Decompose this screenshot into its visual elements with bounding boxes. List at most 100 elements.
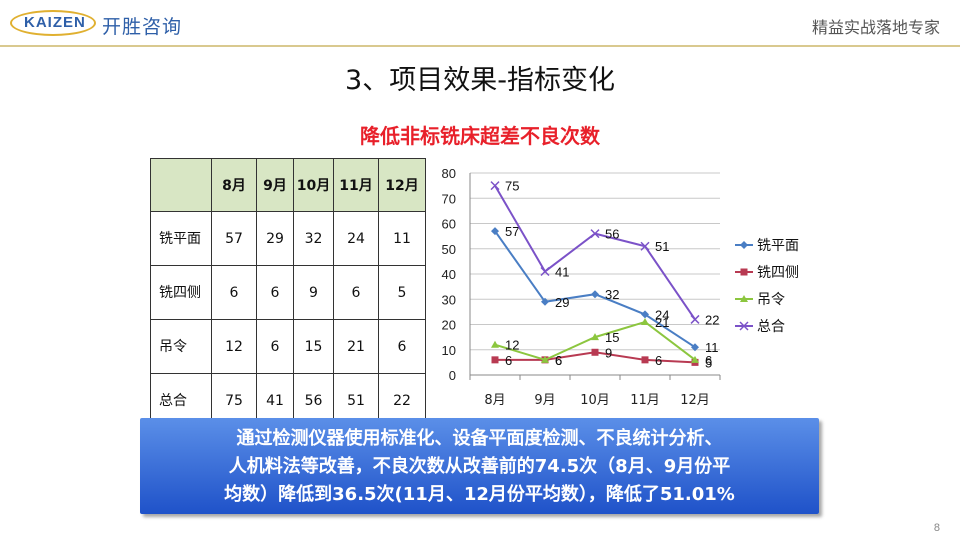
- header-divider: [0, 45, 960, 47]
- table-row-label: 吊令: [150, 319, 212, 374]
- page-title: 3、项目效果-指标变化: [345, 65, 615, 96]
- data-label: 12: [505, 338, 519, 353]
- x-tick-label: 8月: [484, 393, 505, 408]
- table-header-row: 8月 9月 10月 11月 12月: [150, 158, 426, 212]
- data-point: [640, 241, 650, 251]
- data-label: 24: [655, 307, 669, 322]
- y-tick-label: 60: [442, 217, 456, 232]
- y-tick-label: 70: [442, 191, 456, 206]
- y-tick-label: 80: [442, 166, 456, 181]
- data-label: 6: [655, 353, 662, 368]
- table-column-header: 10月: [293, 158, 334, 212]
- kaizen-logo: KAIZEN 开胜咨询: [10, 8, 200, 38]
- data-label: 51: [655, 239, 669, 254]
- table-column-header: 9月: [256, 158, 294, 212]
- table-row: 铣四侧 6 6 9 6 5: [150, 265, 426, 320]
- data-point-stroke: [739, 321, 749, 331]
- table-row: 吊令 12 6 15 21 6: [150, 319, 426, 374]
- table-cell: 29: [256, 211, 294, 266]
- table-cell: 5: [378, 265, 426, 320]
- data-point: [691, 343, 699, 352]
- table-cell: 12: [211, 319, 257, 374]
- data-label: 6: [555, 353, 562, 368]
- table-column-header: 8月: [211, 158, 257, 212]
- data-label: 11: [705, 340, 719, 355]
- table-cell: 32: [293, 211, 334, 266]
- y-tick-label: 20: [442, 318, 456, 333]
- data-label: 6: [705, 353, 712, 368]
- y-tick-label: 10: [442, 343, 456, 358]
- data-label: 32: [605, 287, 619, 302]
- x-tick-label: 9月: [534, 393, 555, 408]
- table-cell: 6: [211, 265, 257, 320]
- data-point-stroke: [590, 229, 600, 239]
- legend-label: 吊令: [757, 292, 785, 308]
- data-point: [591, 290, 599, 299]
- logo-ellipse: [10, 10, 96, 36]
- chart-title: 降低非标铣床超差不良次数: [360, 124, 600, 148]
- callout-line: 通过检测仪器使用标准化、设备平面度检测、不良统计分析、: [236, 428, 723, 449]
- table-row-label: 铣平面: [150, 211, 212, 266]
- data-point: [740, 295, 748, 302]
- data-point: [591, 348, 599, 356]
- y-tick-label: 30: [442, 292, 456, 307]
- data-point: [490, 181, 500, 191]
- table-row-label: 铣四侧: [150, 265, 212, 320]
- data-label: 57: [505, 224, 519, 239]
- data-point: [690, 314, 700, 324]
- table-cell: 9: [293, 265, 334, 320]
- table-column-header: 12月: [378, 158, 426, 212]
- data-point: [540, 266, 550, 277]
- legend-label: 总合: [757, 319, 785, 335]
- header-bar: [0, 0, 960, 46]
- data-label: 5: [705, 355, 712, 370]
- y-tick-label: 50: [442, 242, 456, 257]
- table-column-header: 11月: [333, 158, 379, 212]
- data-label: 21: [655, 315, 669, 330]
- data-point-stroke: [690, 314, 700, 324]
- table-cell: 57: [211, 211, 257, 266]
- logo-chinese-name: 开胜咨询: [102, 16, 183, 38]
- table-cell: 6: [256, 265, 294, 320]
- page-number: 8: [933, 522, 940, 534]
- data-point: [740, 268, 748, 276]
- table-cell: 11: [378, 211, 426, 266]
- data-point: [641, 356, 649, 364]
- table-row: 铣平面 57 29 32 24 11: [150, 211, 426, 266]
- data-point: [591, 333, 599, 341]
- data-point: [740, 241, 748, 249]
- callout-line: 均数）降低到36.5次(11月、12月份平均数），降低了51.01%: [224, 484, 735, 505]
- data-point: [691, 355, 699, 363]
- data-point: [491, 356, 499, 364]
- data-point-stroke: [490, 181, 500, 191]
- data-label: 9: [605, 345, 612, 360]
- data-label: 6: [555, 353, 562, 368]
- y-tick-label: 40: [442, 267, 456, 282]
- table-cell: 24: [333, 211, 379, 266]
- callout-line: 人机料法等改善，不良次数从改善前的74.5次（8月、9月份平: [228, 456, 731, 477]
- table-cell: 6: [256, 319, 294, 374]
- legend-label: 铣四侧: [757, 265, 799, 281]
- y-tick-label: 0: [449, 368, 456, 383]
- data-label: 41: [555, 264, 569, 279]
- company-tagline: 精益实战落地专家: [811, 18, 940, 37]
- data-table: 8月 9月 10月 11月 12月 铣平面 57 29 32 24 11 铣四侧…: [150, 158, 426, 428]
- x-tick-label: 12月: [680, 393, 710, 408]
- x-tick-label: 11月: [630, 393, 660, 408]
- table-cell: 6: [333, 265, 379, 320]
- data-label: 15: [605, 330, 619, 345]
- data-label: 56: [605, 227, 619, 242]
- x-tick-label: 10月: [580, 393, 610, 408]
- legend-label: 铣平面: [757, 238, 799, 254]
- table-cell: 6: [378, 319, 426, 374]
- data-point: [739, 321, 749, 331]
- data-label: 29: [555, 295, 569, 310]
- table-corner-cell: [150, 158, 212, 212]
- line-chart: 0 10 20 30 40 50 60 70 80 8月 9月 10月 11月 12月 57 29 32 24 11…: [442, 166, 799, 408]
- logo-text: KAIZEN: [24, 14, 86, 31]
- data-label: 75: [505, 179, 519, 194]
- summary-callout: 通过检测仪器使用标准化、设备平面度检测、不良统计分析、 人机料法等改善，不良次数…: [140, 418, 819, 514]
- data-label: 22: [705, 312, 719, 327]
- data-point-stroke: [640, 241, 650, 251]
- data-point: [541, 297, 549, 306]
